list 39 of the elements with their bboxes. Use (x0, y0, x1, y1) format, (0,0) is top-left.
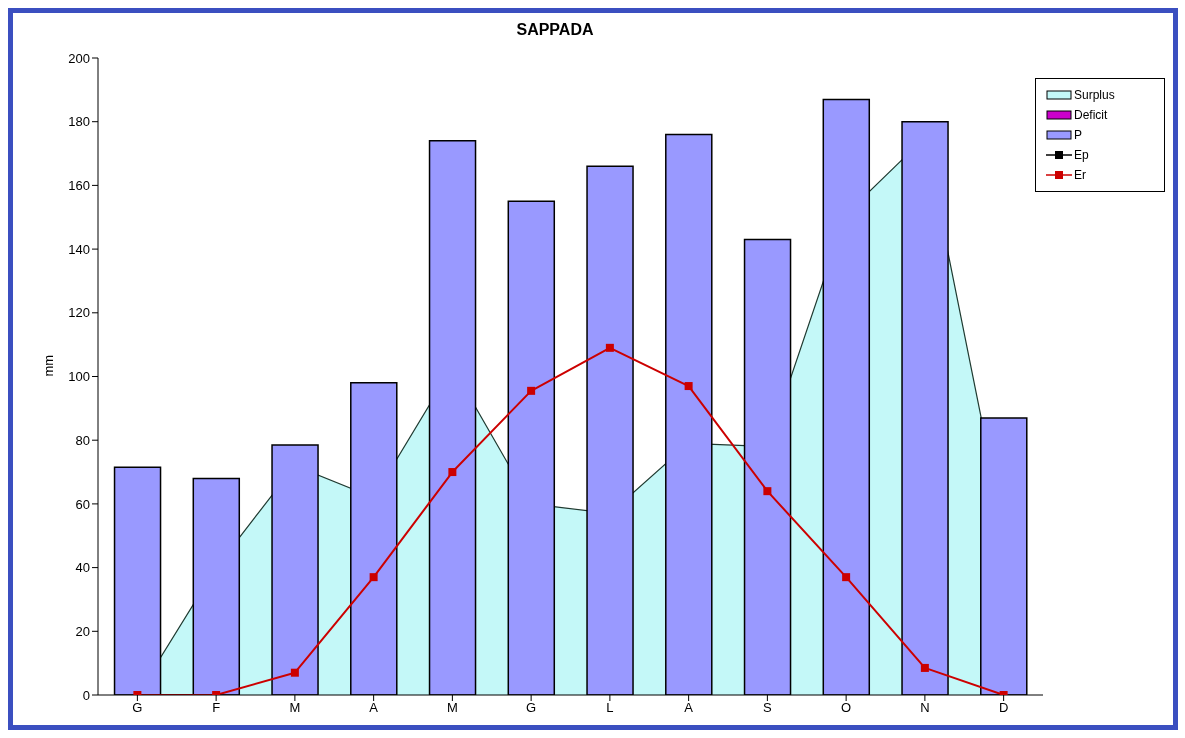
x-tick-label: N (920, 700, 930, 716)
point (448, 468, 457, 477)
y-axis-title: mm (40, 354, 56, 377)
y-tick-label: 40 (75, 560, 90, 576)
x-tick-label: G (526, 700, 537, 716)
legend-label: Surplus (1074, 88, 1115, 102)
x-tick-label: A (369, 700, 379, 716)
y-tick-label: 140 (68, 241, 90, 257)
point (920, 663, 929, 672)
x-tick-label: G (132, 700, 143, 716)
y-tick-label: 20 (75, 623, 90, 639)
point (290, 668, 299, 677)
x-tick-label: S (763, 700, 773, 716)
point (527, 386, 536, 395)
legend-label: P (1074, 128, 1083, 142)
y-tick-label: 120 (68, 305, 90, 321)
x-tick-label: L (606, 700, 614, 716)
chart-title: SAPPADA (516, 21, 594, 38)
y-tick-label: 180 (68, 114, 90, 130)
y-tick-label: 0 (82, 687, 90, 703)
x-tick-label: M (289, 700, 301, 716)
legend-label: Er (1074, 168, 1086, 182)
y-tick-label: 80 (75, 432, 90, 448)
x-tick-label: F (212, 700, 221, 716)
legend-label: Deficit (1074, 108, 1108, 122)
point (369, 573, 378, 582)
x-tick-label: O (841, 700, 852, 716)
y-tick-label: 60 (75, 496, 90, 512)
y-tick-label: 100 (68, 369, 90, 385)
point (605, 343, 614, 352)
legend-label: Ep (1074, 148, 1089, 162)
x-tick-label: M (446, 700, 458, 716)
point (684, 382, 693, 391)
point (763, 487, 772, 496)
x-tick-label: D (998, 700, 1009, 716)
y-tick-label: 160 (68, 178, 90, 194)
y-tick-label: 200 (68, 50, 90, 66)
point (842, 573, 851, 582)
x-tick-label: A (684, 700, 694, 716)
